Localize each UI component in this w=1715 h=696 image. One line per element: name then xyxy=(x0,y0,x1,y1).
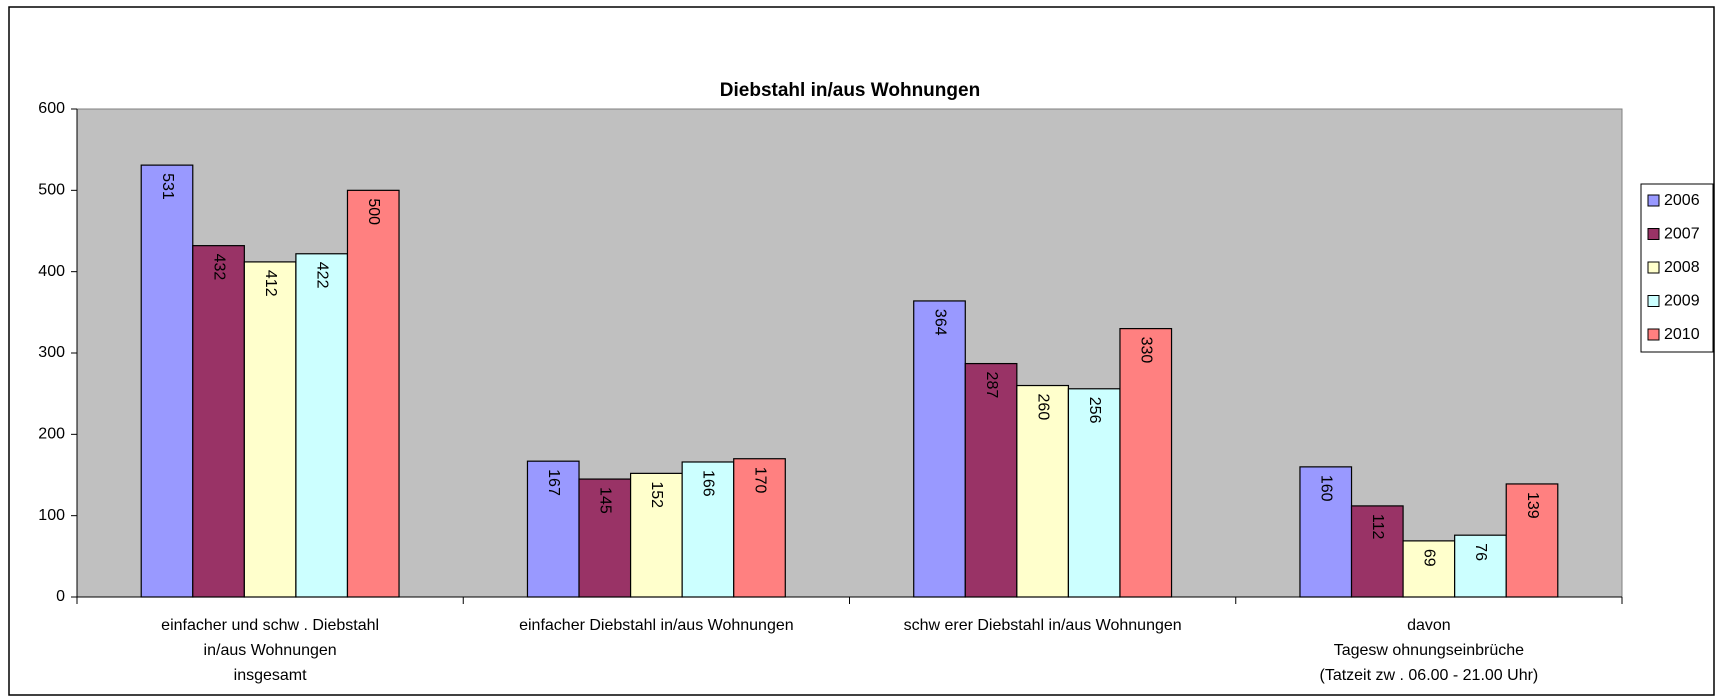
data-label: 531 xyxy=(159,173,176,200)
bar xyxy=(578,478,632,598)
y-tick-label: 500 xyxy=(38,182,65,199)
bar xyxy=(243,261,297,598)
legend-label: 2010 xyxy=(1664,326,1700,343)
x-tick-label: einfacher Diebstahl in/aus Wohnungen xyxy=(519,617,794,634)
legend-label: 2009 xyxy=(1664,293,1700,310)
bar xyxy=(1505,483,1559,598)
data-label: 152 xyxy=(648,481,665,508)
x-tick-label: davon Tagesw ohnungseinbrüche (Tatzeit zw … xyxy=(1319,617,1538,684)
y-tick-label: 300 xyxy=(38,344,65,361)
data-label: 167 xyxy=(545,469,562,496)
legend-label: 2007 xyxy=(1664,226,1700,243)
x-tick-label: einfacher und schw . Diebstahl in/aus Woh… xyxy=(161,617,379,684)
bar xyxy=(192,245,245,598)
data-label: 422 xyxy=(313,262,330,289)
legend-label: 2008 xyxy=(1664,259,1700,276)
y-tick-label: 400 xyxy=(38,263,65,280)
data-label: 112 xyxy=(1369,514,1386,540)
bar xyxy=(629,472,683,598)
data-label: 145 xyxy=(597,487,614,514)
bar xyxy=(526,460,580,598)
y-tick-label: 600 xyxy=(38,100,65,117)
bar xyxy=(1067,388,1121,598)
y-tick-label: 100 xyxy=(38,507,65,524)
chart-title: Diebstahl in/aus Wohnungen xyxy=(720,80,980,101)
data-label: 500 xyxy=(365,198,382,225)
legend-swatch xyxy=(1647,295,1660,307)
bar xyxy=(681,461,735,598)
legend-swatch xyxy=(1647,261,1660,274)
bar xyxy=(1016,384,1070,598)
data-label: 160 xyxy=(1318,475,1335,502)
data-label: 69 xyxy=(1421,549,1438,567)
bar xyxy=(1350,505,1404,598)
data-label: 166 xyxy=(700,470,717,497)
bar xyxy=(1299,466,1353,598)
legend-swatch xyxy=(1647,328,1660,341)
legend-swatch xyxy=(1647,194,1660,207)
legend-swatch xyxy=(1647,228,1660,240)
bar xyxy=(1119,328,1173,598)
bar xyxy=(1402,540,1456,598)
data-label: 76 xyxy=(1472,543,1489,561)
data-label: 139 xyxy=(1524,492,1541,519)
legend-label: 2006 xyxy=(1664,192,1700,209)
bar xyxy=(913,300,966,598)
y-tick-label: 0 xyxy=(56,588,65,605)
bar xyxy=(733,458,786,598)
bar xyxy=(964,362,1018,598)
bar xyxy=(140,164,194,598)
data-label: 170 xyxy=(751,467,768,494)
bar xyxy=(346,189,400,598)
bar xyxy=(295,253,349,598)
data-label: 412 xyxy=(262,270,279,297)
data-label: 260 xyxy=(1034,394,1051,421)
data-label: 256 xyxy=(1086,397,1103,424)
x-tick-label: schw erer Diebstahl in/aus Wohnungen xyxy=(904,617,1182,634)
data-label: 364 xyxy=(931,309,948,336)
bar xyxy=(1454,534,1507,598)
data-label: 432 xyxy=(210,254,227,281)
data-label: 330 xyxy=(1138,337,1155,364)
data-label: 287 xyxy=(983,372,1000,399)
y-tick-label: 200 xyxy=(38,426,65,443)
